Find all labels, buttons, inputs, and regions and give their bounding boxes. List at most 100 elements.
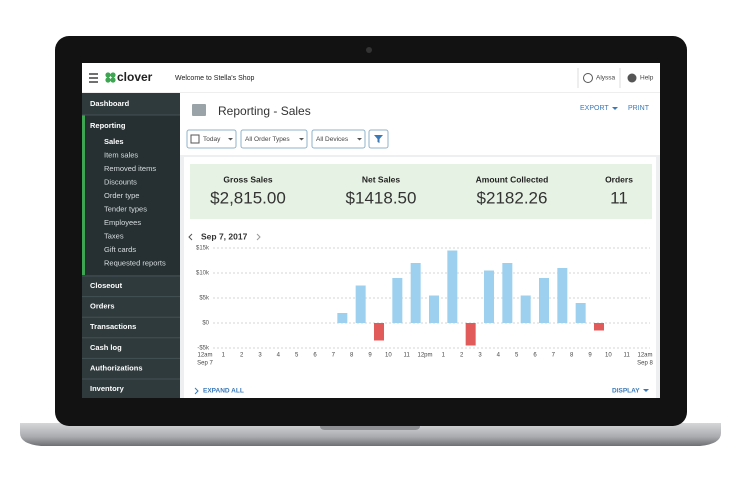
page-title: Reporting - Sales bbox=[218, 104, 311, 118]
x-tick-label: 4 bbox=[277, 353, 281, 359]
filter-icon bbox=[374, 135, 383, 143]
topbar bbox=[82, 63, 660, 93]
user-icon[interactable] bbox=[583, 73, 593, 83]
x-tick-label: 5 bbox=[295, 353, 299, 359]
x-tick-label: 8 bbox=[350, 353, 354, 359]
x-tick-label: 9 bbox=[588, 353, 592, 359]
bar bbox=[465, 323, 476, 346]
x-tick-label: 12am bbox=[637, 353, 652, 359]
brand: clover bbox=[117, 70, 153, 84]
filter-button[interactable] bbox=[311, 129, 366, 149]
help-icon[interactable] bbox=[627, 73, 637, 83]
bar bbox=[575, 303, 586, 323]
bar bbox=[484, 270, 494, 323]
laptop-base bbox=[20, 423, 721, 446]
user-name[interactable]: Alyssa bbox=[596, 75, 616, 82]
caret bbox=[612, 107, 618, 110]
nav-subitem[interactable]: Requested reports bbox=[104, 258, 166, 267]
bar bbox=[520, 295, 531, 323]
nav-subitem[interactable]: Order type bbox=[104, 191, 139, 200]
x-tick-label: 1 bbox=[442, 353, 446, 359]
nav-subitem[interactable]: Employees bbox=[104, 218, 141, 227]
expand-chevron bbox=[194, 387, 199, 395]
x-tick-label: 2 bbox=[240, 353, 244, 359]
x-tick-label: 7 bbox=[332, 353, 336, 359]
x-tick-label: 10 bbox=[385, 353, 392, 359]
export-button[interactable]: EXPORT bbox=[580, 105, 609, 112]
active-indicator bbox=[82, 115, 85, 275]
nav-item[interactable]: Orders bbox=[90, 302, 115, 311]
y-tick-label: $5k bbox=[199, 296, 210, 302]
help[interactable]: Help bbox=[640, 75, 654, 82]
summary-label: Amount Collected bbox=[476, 174, 549, 184]
filter-button[interactable] bbox=[240, 129, 308, 149]
nav-item[interactable]: Reporting bbox=[90, 121, 126, 130]
x-tick-label: 10 bbox=[605, 353, 612, 359]
display-button[interactable]: DISPLAY bbox=[612, 388, 640, 395]
caret bbox=[643, 389, 649, 392]
report-icon bbox=[192, 104, 206, 116]
y-tick-label: -$5k bbox=[197, 346, 210, 352]
y-tick-label: $0 bbox=[202, 321, 209, 327]
x-tick-label: 2 bbox=[460, 353, 464, 359]
hamburger[interactable] bbox=[89, 73, 98, 83]
dropdown-caret bbox=[228, 138, 233, 141]
clover-logo bbox=[105, 72, 116, 83]
x-tick-label: 11 bbox=[624, 353, 631, 359]
bar bbox=[410, 263, 421, 323]
nav-item[interactable]: Closeout bbox=[90, 281, 123, 290]
filter-label: All Order Types bbox=[245, 136, 290, 143]
x-tick-label: 12am bbox=[197, 353, 212, 359]
calendar-icon bbox=[190, 134, 200, 144]
nav-item[interactable]: Inventory bbox=[90, 384, 125, 393]
print-button[interactable]: PRINT bbox=[628, 105, 650, 112]
nav-item[interactable]: Dashboard bbox=[90, 99, 130, 108]
nav-subitem[interactable]: Taxes bbox=[104, 231, 124, 240]
camera bbox=[366, 47, 372, 53]
y-tick-label: $15k bbox=[196, 246, 210, 252]
summary-box bbox=[190, 164, 652, 219]
nav-subitem[interactable]: Tender types bbox=[104, 204, 147, 213]
x-tick-date: Sep 8 bbox=[637, 361, 653, 367]
x-tick-label: 3 bbox=[478, 353, 482, 359]
nav-item[interactable]: Authorizations bbox=[90, 363, 143, 372]
summary-value: $2182.26 bbox=[477, 188, 548, 207]
nav-subitem[interactable]: Gift cards bbox=[104, 245, 136, 254]
nav-subitem[interactable]: Sales bbox=[104, 137, 124, 146]
bar bbox=[502, 263, 513, 323]
bar bbox=[355, 285, 366, 323]
dropdown-caret bbox=[357, 138, 362, 141]
nav-subitem[interactable]: Discounts bbox=[104, 177, 137, 186]
summary-value: $1418.50 bbox=[346, 188, 417, 207]
bar bbox=[374, 323, 384, 341]
sidebar-section bbox=[82, 115, 180, 275]
summary-value: 11 bbox=[610, 188, 628, 207]
x-tick-label: 12pm bbox=[417, 353, 432, 359]
bar bbox=[392, 278, 403, 323]
filter-label: All Devices bbox=[316, 136, 349, 143]
filter-label: Today bbox=[203, 136, 221, 143]
x-tick-label: 9 bbox=[368, 353, 372, 359]
x-tick-date: Sep 7 bbox=[197, 361, 213, 367]
summary-value: $2,815.00 bbox=[210, 188, 286, 207]
nav-item[interactable]: Cash log bbox=[90, 343, 122, 352]
dropdown-caret bbox=[299, 138, 304, 141]
nav-subitem[interactable]: Item sales bbox=[104, 150, 138, 159]
bar bbox=[429, 295, 439, 323]
bar bbox=[447, 250, 458, 323]
bar bbox=[539, 278, 549, 323]
x-tick-label: 4 bbox=[497, 353, 501, 359]
nav-subitem[interactable]: Removed items bbox=[104, 164, 156, 173]
bar bbox=[594, 323, 604, 331]
welcome: Welcome to Stella's Shop bbox=[175, 75, 255, 82]
x-tick-label: 8 bbox=[570, 353, 574, 359]
next-date[interactable] bbox=[256, 233, 261, 241]
expand-all[interactable]: EXPAND ALL bbox=[203, 388, 244, 395]
nav-item[interactable]: Transactions bbox=[90, 322, 136, 331]
prev-date[interactable] bbox=[188, 233, 193, 241]
x-tick-label: 6 bbox=[533, 353, 537, 359]
x-tick-label: 6 bbox=[313, 353, 317, 359]
bar bbox=[337, 313, 348, 323]
x-tick-label: 1 bbox=[222, 353, 226, 359]
